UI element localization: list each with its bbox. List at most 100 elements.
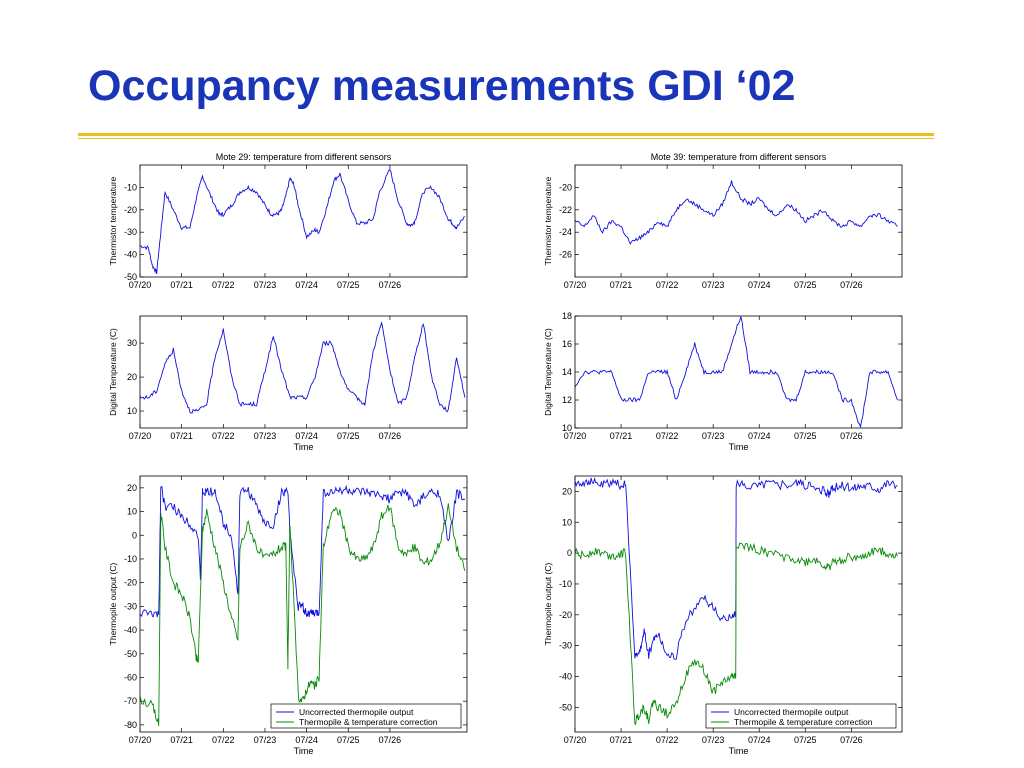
legend-box: [705, 703, 897, 729]
chart-mote39-thermopile: 07/20 07/21 07/22 07/23 07/24 07/25 07/26 -50 -4…: [543, 475, 903, 756]
x-tick-label: 07/24: [748, 280, 771, 290]
y-tick-label: 0: [132, 530, 137, 540]
y-tick-label: 10: [127, 507, 137, 517]
y-tick-label: -30: [559, 641, 572, 651]
plot-frame: [574, 475, 903, 733]
x-tick-label: 07/23: [702, 431, 725, 441]
y-tick-label: 10: [562, 423, 572, 433]
y-tick-label: -30: [124, 601, 137, 611]
plot-frame: [139, 315, 468, 429]
series-line-1: [140, 484, 466, 618]
chart-mote39-digital: 07/20 07/21 07/22 07/23 07/24 07/25 07/26 10 12 1…: [543, 311, 903, 452]
x-tick-label: 07/22: [212, 431, 235, 441]
y-tick-label: -50: [124, 649, 137, 659]
series-line-1: [140, 169, 466, 275]
chart-mote39-thermistor: Mote 39: temperature from different sens…: [543, 152, 903, 290]
x-tick-label: 07/25: [337, 431, 360, 441]
y-tick-label: -40: [124, 625, 137, 635]
y-tick-label: -60: [124, 672, 137, 682]
y-tick-label: -10: [559, 579, 572, 589]
series-line-1: [575, 476, 898, 660]
x-tick-label: 07/23: [254, 431, 277, 441]
x-tick-label: 07/20: [564, 280, 587, 290]
x-tick-label: 07/24: [295, 431, 318, 441]
title-rule-thin: [78, 138, 934, 139]
x-tick-label: 07/25: [337, 280, 360, 290]
y-tick-label: -50: [124, 272, 137, 282]
y-tick-label: -24: [559, 227, 572, 237]
legend-box: [270, 703, 462, 729]
y-tick-label: -20: [559, 610, 572, 620]
y-tick-label: -26: [559, 250, 572, 260]
y-tick-label: -30: [124, 227, 137, 237]
title-rule: [78, 133, 934, 136]
y-tick-label: -40: [559, 671, 572, 681]
legend-entry: Thermopile & temperature correction: [299, 717, 438, 727]
y-tick-label: -22: [559, 205, 572, 215]
x-tick-label: 07/20: [129, 280, 152, 290]
x-tick-label: 07/25: [794, 735, 817, 745]
x-axis-label: Time: [294, 746, 314, 756]
x-tick-label: 07/23: [254, 735, 277, 745]
x-tick-label: 07/24: [295, 735, 318, 745]
legend: Uncorrected thermopile outputThermopile …: [705, 703, 897, 729]
y-tick-label: -20: [124, 578, 137, 588]
x-tick-label: 07/23: [254, 280, 277, 290]
series-line-1: [140, 321, 466, 414]
y-tick-label: -40: [124, 250, 137, 260]
x-tick-label: 07/24: [748, 431, 771, 441]
y-axis-label: Thermopile output (C): [108, 562, 118, 645]
y-tick-label: 14: [562, 367, 572, 377]
x-tick-label: 07/22: [656, 431, 679, 441]
x-tick-label: 07/25: [794, 431, 817, 441]
x-tick-label: 07/21: [170, 431, 193, 441]
y-axis-label: Thermopile output (C): [543, 562, 553, 645]
y-tick-label: -20: [124, 205, 137, 215]
plot-frame: [574, 315, 903, 429]
x-tick-label: 07/20: [564, 735, 587, 745]
y-tick-label: -20: [559, 182, 572, 192]
legend: Uncorrected thermopile outputThermopile …: [270, 703, 462, 729]
chart-mote29-digital: 07/20 07/21 07/22 07/23 07/24 07/25 07/26 10 20 3…: [108, 315, 468, 452]
chart-mote29-thermistor: Mote 29: temperature from different sens…: [108, 152, 468, 290]
x-tick-label: 07/22: [656, 280, 679, 290]
x-axis-label: Time: [729, 746, 749, 756]
y-tick-label: -70: [124, 696, 137, 706]
x-axis-label: Time: [294, 442, 314, 452]
y-axis-label: Digital Temperature (C): [543, 328, 553, 416]
y-tick-label: -80: [124, 720, 137, 730]
chart-mote29-thermopile: 07/20 07/21 07/22 07/23 07/24 07/25 07/26 -80 -7…: [108, 475, 468, 756]
x-tick-label: 07/25: [794, 280, 817, 290]
y-tick-label: 12: [562, 395, 572, 405]
x-tick-label: 07/23: [702, 280, 725, 290]
chart-title: Mote 29: temperature from different sens…: [216, 152, 392, 162]
legend-entry: Uncorrected thermopile output: [734, 707, 849, 717]
legend-entry: Thermopile & temperature correction: [734, 717, 873, 727]
y-tick-label: -10: [124, 182, 137, 192]
x-tick-label: 07/21: [610, 735, 633, 745]
y-tick-label: 0: [567, 548, 572, 558]
legend-entry: Uncorrected thermopile output: [299, 707, 414, 717]
y-tick-label: 20: [127, 372, 137, 382]
y-tick-label: 10: [562, 517, 572, 527]
x-tick-label: 07/22: [656, 735, 679, 745]
x-tick-label: 07/20: [129, 431, 152, 441]
series-line-1: [575, 316, 898, 428]
y-tick-label: 10: [127, 406, 137, 416]
x-tick-label: 07/22: [212, 735, 235, 745]
x-tick-label: 07/25: [337, 735, 360, 745]
x-tick-label: 07/21: [610, 431, 633, 441]
x-tick-label: 07/22: [212, 280, 235, 290]
y-tick-label: 30: [127, 338, 137, 348]
y-axis-label: Digital Temperature (C): [108, 328, 118, 416]
x-tick-label: 07/26: [840, 735, 863, 745]
y-axis-label: Thermistor temperature: [108, 176, 118, 265]
y-tick-label: 16: [562, 339, 572, 349]
x-tick-label: 07/24: [748, 735, 771, 745]
y-tick-label: -10: [124, 554, 137, 564]
x-tick-label: 07/26: [379, 735, 402, 745]
x-tick-label: 07/26: [379, 431, 402, 441]
plot-frame: [574, 164, 903, 278]
y-tick-label: -50: [559, 702, 572, 712]
